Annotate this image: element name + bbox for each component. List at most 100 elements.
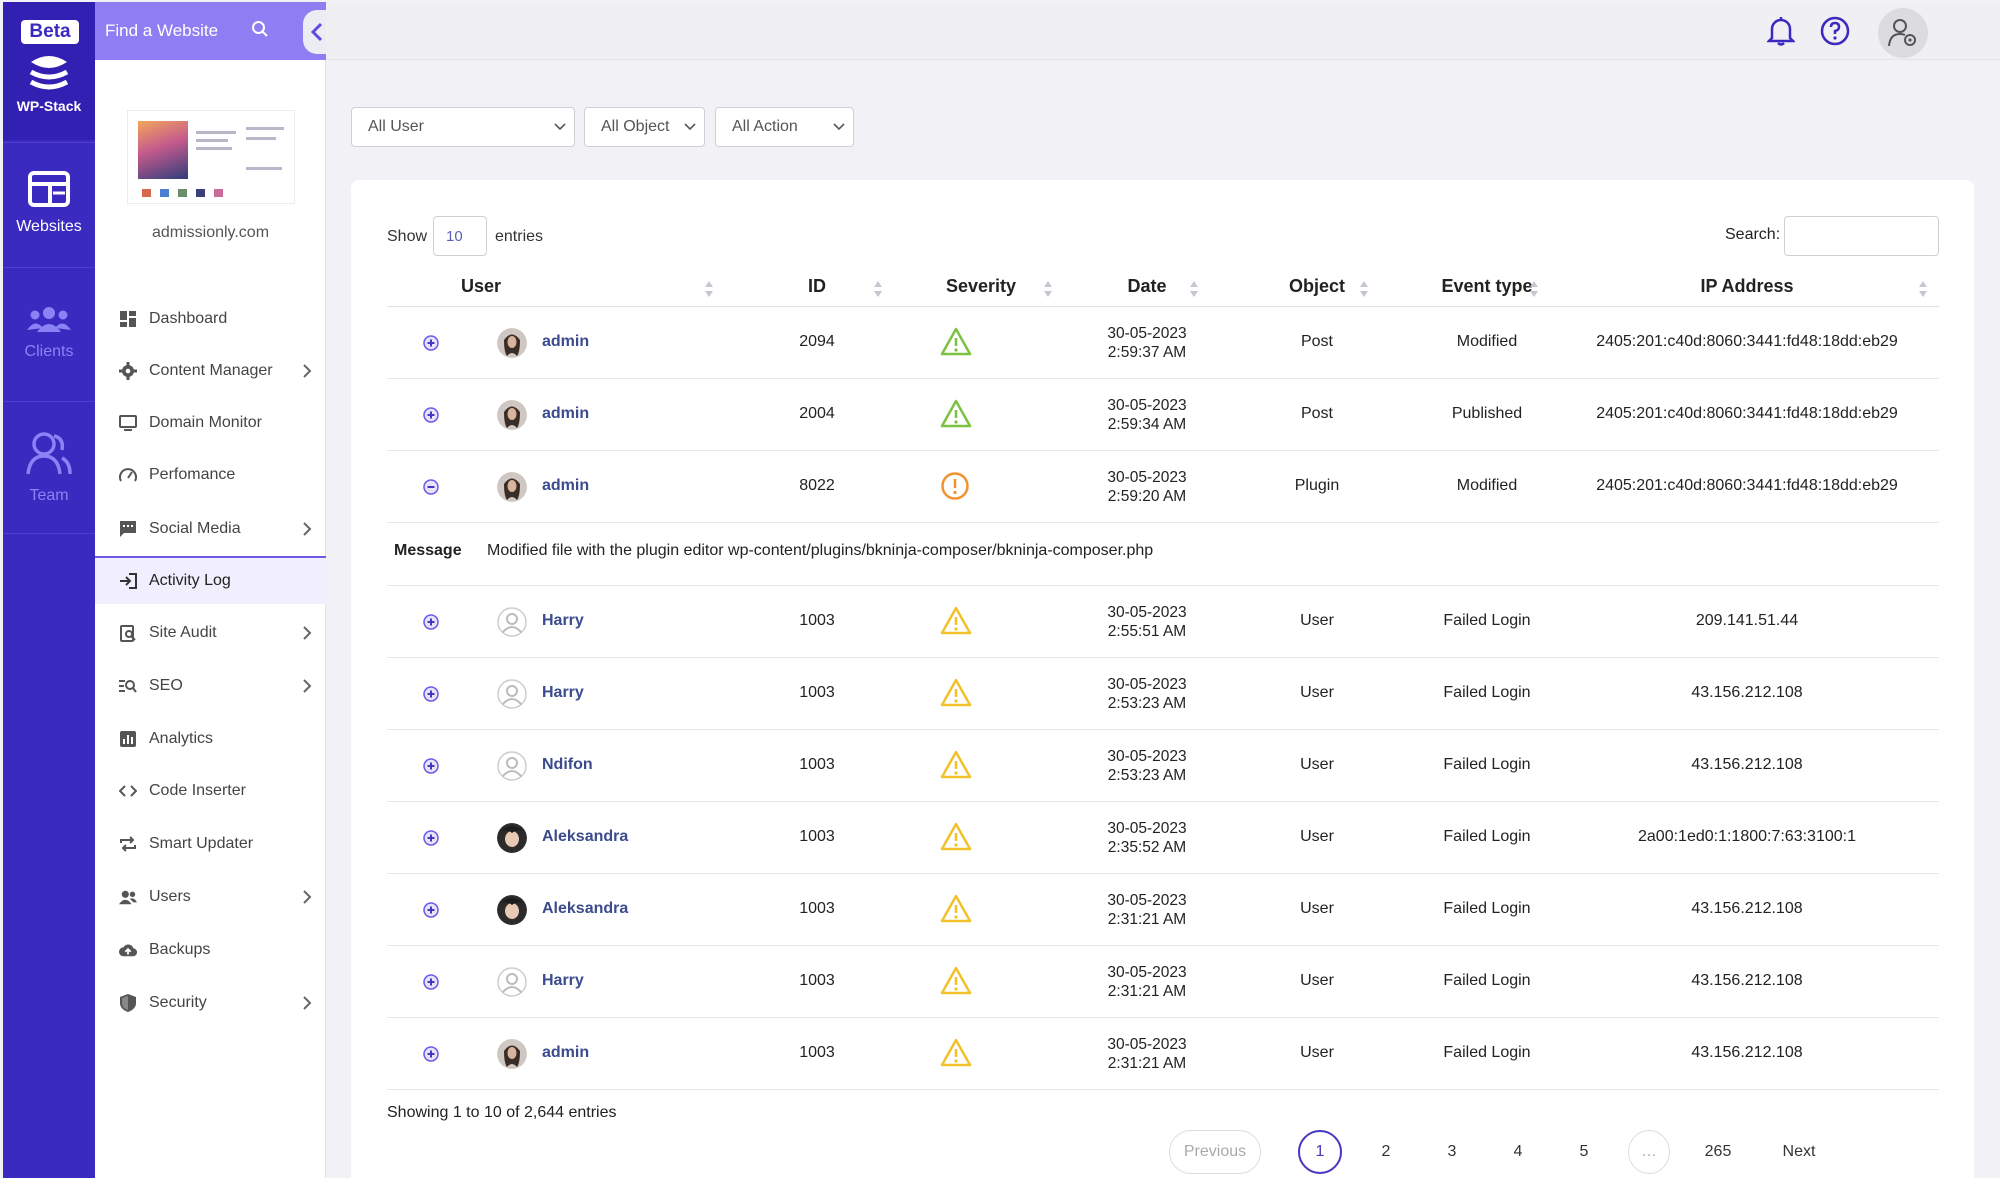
- column-header-date[interactable]: Date: [1127, 276, 1167, 296]
- sort-icon[interactable]: [704, 279, 714, 299]
- pagination-page-1[interactable]: 1: [1298, 1130, 1342, 1174]
- avatar-placeholder-icon: [497, 607, 527, 637]
- user-link[interactable]: Ndifon: [542, 756, 593, 773]
- website-search-input[interactable]: [105, 18, 255, 44]
- nav-backups[interactable]: Backups: [95, 927, 326, 973]
- pagination-page-5[interactable]: 5: [1579, 1143, 1589, 1160]
- user-link[interactable]: admin: [542, 333, 590, 350]
- pagination-page-4[interactable]: 4: [1513, 1143, 1523, 1160]
- nav-performance[interactable]: Perfomance: [95, 452, 326, 498]
- nav-label: Dashboard: [149, 310, 228, 327]
- filter-action-select[interactable]: All Action: [715, 107, 854, 147]
- notifications-button[interactable]: [1764, 14, 1798, 48]
- user-link[interactable]: admin: [542, 405, 590, 422]
- sort-icon[interactable]: [1918, 279, 1928, 299]
- code-icon: [119, 785, 137, 797]
- table-row: Aleksandra 1003 30-05-2023 2:35:52 AM User Fa…: [387, 802, 1939, 874]
- users-icon: [119, 890, 137, 905]
- sort-icon[interactable]: [1043, 279, 1053, 299]
- row-expand-button[interactable]: [423, 335, 439, 356]
- pagination-page-2[interactable]: 2: [1381, 1143, 1391, 1160]
- user-link[interactable]: Aleksandra: [542, 900, 629, 917]
- user-link[interactable]: Harry: [542, 612, 584, 629]
- event-time: 2:35:52 AM: [1107, 839, 1187, 856]
- user-link[interactable]: Harry: [542, 684, 584, 701]
- table-search-input[interactable]: [1784, 216, 1939, 256]
- nav-dashboard[interactable]: Dashboard: [95, 296, 326, 342]
- nav-label: Smart Updater: [149, 835, 254, 852]
- ip-address: 43.156.212.108: [1691, 1044, 1803, 1061]
- row-expand-button[interactable]: [423, 758, 439, 779]
- sort-icon[interactable]: [1529, 279, 1539, 299]
- row-expand-button[interactable]: [423, 902, 439, 923]
- nav-code-inserter[interactable]: Code Inserter: [95, 768, 326, 814]
- row-expand-button[interactable]: [423, 974, 439, 995]
- column-header-id[interactable]: ID: [808, 276, 826, 296]
- row-expand-button[interactable]: [423, 1046, 439, 1067]
- nav-analytics[interactable]: Analytics: [95, 716, 326, 762]
- row-expand-button[interactable]: [423, 407, 439, 428]
- table-info: Showing 1 to 10 of 2,644 entries: [387, 1104, 617, 1121]
- column-header-ip-address[interactable]: IP Address: [1700, 276, 1794, 296]
- user-link[interactable]: Aleksandra: [542, 828, 629, 845]
- nav-users[interactable]: Users: [95, 874, 326, 920]
- repeat-icon: [120, 836, 136, 852]
- thumbnail-text-line: [196, 139, 228, 142]
- thumbnail-tile: [142, 189, 151, 197]
- pagination-page-3[interactable]: 3: [1447, 1143, 1457, 1160]
- rail-item-team[interactable]: Team: [3, 402, 95, 534]
- help-button[interactable]: [1818, 14, 1852, 48]
- filter-user-value: All User: [368, 118, 425, 135]
- table-row: Harry 1003 30-05-2023 2:31:21 AM User Failed …: [387, 946, 1939, 1018]
- severity-indicator: [940, 606, 972, 641]
- pagination-previous[interactable]: Previous: [1169, 1130, 1261, 1174]
- event-type: Published: [1451, 405, 1523, 422]
- sort-icon[interactable]: [1359, 279, 1369, 299]
- user-link[interactable]: Harry: [542, 972, 584, 989]
- filter-user-select[interactable]: All User: [351, 107, 575, 147]
- event-date: 30-05-2023: [1107, 892, 1187, 909]
- user-link[interactable]: admin: [542, 1044, 590, 1061]
- rail-item-clients[interactable]: Clients: [3, 270, 95, 402]
- nav-content-manager[interactable]: Content Manager: [95, 348, 326, 394]
- column-header-user[interactable]: User: [461, 276, 502, 296]
- message-text: Modified file with the plugin editor wp-…: [487, 542, 1154, 559]
- ip-address: 43.156.212.108: [1691, 900, 1803, 917]
- website-domain[interactable]: admissionly.com: [151, 224, 270, 241]
- collapse-row-icon: [423, 479, 439, 495]
- user-link[interactable]: admin: [542, 477, 590, 494]
- avatar: [497, 967, 527, 997]
- nav-smart-updater[interactable]: Smart Updater: [95, 821, 326, 867]
- search-icon[interactable]: [251, 20, 269, 38]
- website-thumbnail[interactable]: [127, 110, 295, 204]
- rail-item-websites[interactable]: Websites: [3, 142, 95, 268]
- column-header-event-type[interactable]: Event type: [1441, 276, 1533, 296]
- nav-social-media[interactable]: Social Media: [95, 506, 326, 552]
- filter-object-select[interactable]: All Object: [584, 107, 705, 147]
- thumbnail-tile: [160, 189, 169, 197]
- nav-seo[interactable]: SEO: [95, 663, 326, 709]
- nav-activity-log[interactable]: Activity Log: [95, 556, 326, 604]
- row-expand-button[interactable]: [423, 686, 439, 707]
- event-time: 2:31:21 AM: [1107, 911, 1187, 928]
- event-date: 30-05-2023: [1107, 397, 1187, 414]
- warning-triangle-icon: [940, 327, 972, 356]
- row-expand-button[interactable]: [423, 479, 439, 500]
- sort-icon[interactable]: [873, 279, 883, 299]
- website-search: [95, 2, 326, 60]
- sort-icon[interactable]: [1189, 279, 1199, 299]
- column-header-severity[interactable]: Severity: [945, 276, 1017, 296]
- team-icon: [26, 432, 72, 475]
- nav-domain-monitor[interactable]: Domain Monitor: [95, 400, 326, 446]
- nav-site-audit[interactable]: Site Audit: [95, 610, 326, 656]
- column-header-object[interactable]: Object: [1288, 276, 1345, 296]
- row-expand-button[interactable]: [423, 830, 439, 851]
- pagination-next[interactable]: Next: [1782, 1143, 1816, 1160]
- nav-security[interactable]: Security: [95, 980, 326, 1026]
- row-expand-button[interactable]: [423, 614, 439, 635]
- page-length-select[interactable]: 10: [433, 216, 487, 256]
- account-button[interactable]: [1878, 8, 1928, 58]
- brand-logo[interactable]: Beta WP-Stack: [3, 2, 95, 140]
- event-datetime: 30-05-2023 2:53:23 AM: [1067, 675, 1227, 713]
- pagination-page-last[interactable]: 265: [1704, 1143, 1732, 1160]
